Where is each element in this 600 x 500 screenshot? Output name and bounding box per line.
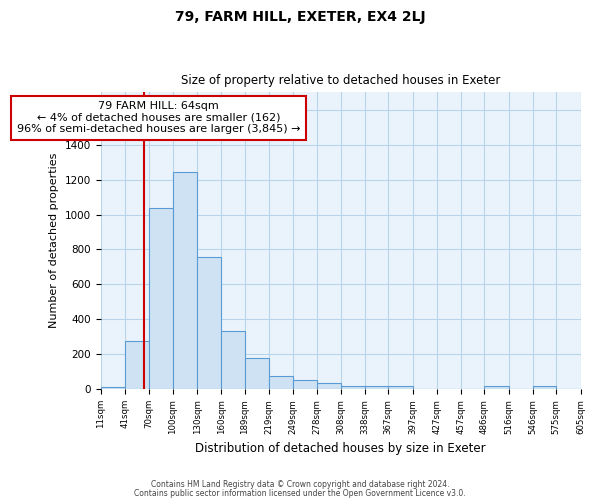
Bar (341, 386, 365, 389)
Bar (365, 386, 388, 389)
Bar (125, 341, 149, 389)
Text: Contains public sector information licensed under the Open Government Licence v3: Contains public sector information licen… (134, 489, 466, 498)
Text: 79, FARM HILL, EXETER, EX4 2LJ: 79, FARM HILL, EXETER, EX4 2LJ (175, 10, 425, 24)
Bar (221, 331, 245, 389)
Bar (101, 388, 125, 389)
Bar (484, 386, 509, 389)
Text: 79 FARM HILL: 64sqm
← 4% of detached houses are smaller (162)
96% of semi-detach: 79 FARM HILL: 64sqm ← 4% of detached hou… (17, 101, 300, 134)
Bar (197, 258, 221, 389)
Bar (533, 386, 556, 389)
Text: Contains HM Land Registry data © Crown copyright and database right 2024.: Contains HM Land Registry data © Crown c… (151, 480, 449, 489)
Y-axis label: Number of detached properties: Number of detached properties (49, 153, 59, 328)
Bar (293, 380, 317, 389)
Bar (388, 386, 413, 389)
X-axis label: Distribution of detached houses by size in Exeter: Distribution of detached houses by size … (196, 442, 486, 455)
Bar (269, 376, 293, 389)
Title: Size of property relative to detached houses in Exeter: Size of property relative to detached ho… (181, 74, 500, 87)
Bar (149, 208, 173, 389)
Bar (317, 384, 341, 389)
Bar (173, 172, 197, 389)
Bar (245, 358, 269, 389)
